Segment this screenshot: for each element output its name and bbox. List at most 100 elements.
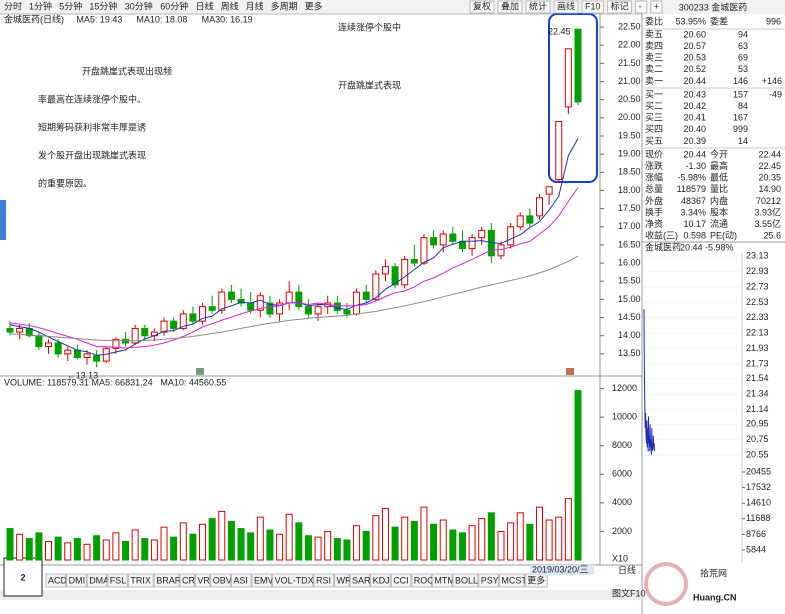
indicator-tab-label[interactable]: TRIX — [130, 575, 151, 585]
indicator-tab[interactable] — [478, 573, 499, 588]
period-tab[interactable]: 多周期 — [271, 0, 298, 11]
book-label: 卖二 — [645, 64, 663, 74]
tool-label[interactable]: 标记 — [611, 0, 629, 11]
side-tab[interactable]: 日线 — [618, 564, 636, 575]
indicator-tab-label[interactable]: KDJ — [373, 575, 390, 585]
period-tab[interactable]: 30分钟 — [125, 0, 153, 11]
indicator-tab[interactable] — [45, 573, 67, 588]
indicator-tab[interactable] — [498, 573, 525, 588]
volume-bar — [545, 519, 553, 561]
indicator-tab[interactable] — [86, 573, 108, 588]
tool-label[interactable]: 统计 — [529, 0, 547, 11]
y-tick-label: 6000 — [612, 469, 632, 479]
period-tab[interactable]: 日线 — [196, 0, 214, 11]
tool-label[interactable]: 复权 — [473, 0, 491, 11]
indicator-tab-label[interactable]: MTM — [434, 575, 455, 585]
stat-label: 内盘 — [710, 195, 728, 206]
indicator-tab-label[interactable]: ASI — [233, 575, 248, 585]
tool-label[interactable]: 叠加 — [501, 1, 519, 11]
stat-label: 总量 — [645, 183, 663, 194]
tool-button[interactable] — [650, 0, 663, 14]
volume-bar — [54, 536, 62, 561]
stat-value: 3.34% — [680, 207, 706, 217]
tool-button[interactable] — [497, 0, 523, 14]
indicator-tab[interactable] — [210, 573, 231, 588]
note-line: 发个股开盘出现跳崖式表现 — [38, 150, 146, 162]
volume-bar — [526, 523, 534, 561]
indicator-tab[interactable] — [313, 573, 335, 588]
period-tab[interactable]: 60分钟 — [160, 0, 188, 11]
candle-body — [516, 215, 524, 228]
indicator-tab-label[interactable]: OBV — [213, 575, 232, 585]
tool-button[interactable] — [553, 0, 579, 14]
indicator-tab-label[interactable]: WR — [337, 575, 352, 585]
side-handle[interactable] — [0, 200, 6, 240]
indicator-tab[interactable] — [127, 573, 154, 588]
indicator-tab[interactable] — [179, 573, 195, 588]
icon — [566, 368, 574, 375]
indicator-tab-label[interactable]: DMA — [89, 575, 109, 585]
book-price: 20.40 — [683, 124, 706, 134]
period-tab[interactable]: 1分钟 — [29, 0, 52, 11]
indicator-tab[interactable] — [390, 573, 412, 588]
indicator-tab-label[interactable]: 更多 — [527, 574, 545, 585]
volume-bar — [218, 510, 226, 561]
y-tick-label: 21.73 — [746, 358, 769, 368]
volume-bar — [276, 533, 284, 561]
indicator-tab-label[interactable]: CCI — [393, 575, 409, 585]
candle-body — [256, 295, 264, 311]
tool-button[interactable] — [607, 0, 633, 14]
period-tab[interactable]: 周线 — [221, 0, 239, 11]
indicator-tab[interactable] — [349, 573, 371, 588]
indicator-tab[interactable] — [66, 573, 87, 588]
tool-button[interactable] — [635, 0, 648, 14]
indicator-tab[interactable] — [251, 573, 273, 588]
indicator-tab[interactable] — [194, 573, 211, 588]
indicator-tab-label[interactable]: FSL — [110, 575, 127, 585]
indicator-tab[interactable] — [153, 573, 180, 588]
scrollbar[interactable] — [0, 590, 642, 600]
tool-button[interactable] — [469, 0, 495, 14]
tool-label[interactable]: 画线 — [557, 0, 575, 11]
side-tab[interactable]: 图文F10 — [612, 587, 646, 598]
tool-button[interactable] — [581, 0, 605, 14]
indicator-tab-label[interactable]: DMI — [69, 575, 86, 585]
indicator-tab-label[interactable]: CR — [182, 575, 195, 585]
volume-bar — [458, 532, 466, 561]
tool-label[interactable]: - — [639, 1, 642, 11]
period-tab[interactable]: 月线 — [246, 0, 264, 11]
indicator-tab-label[interactable]: VR — [197, 575, 210, 585]
indicator-tab[interactable] — [431, 573, 453, 588]
indicator-tab[interactable] — [411, 573, 432, 588]
indicator-tab-label[interactable]: SAR — [352, 575, 371, 585]
candle-body — [16, 327, 24, 333]
book-price: 20.52 — [683, 64, 706, 74]
period-tab[interactable]: 更多 — [305, 0, 323, 11]
indicator-tab[interactable] — [107, 573, 128, 588]
indicator-tab-label[interactable]: BRAR — [156, 575, 182, 585]
indicator-tab[interactable] — [452, 573, 479, 588]
book-label: 卖一 — [645, 76, 663, 86]
tool-button[interactable] — [525, 0, 551, 14]
indicator-tab[interactable] — [230, 573, 252, 588]
volume-bar — [449, 529, 457, 561]
period-tab[interactable]: 分时 — [4, 0, 22, 11]
tool-label[interactable]: + — [654, 1, 659, 11]
volume-bar — [478, 518, 486, 561]
indicator-tab-label[interactable]: ROC — [414, 575, 435, 585]
indicator-tab[interactable] — [334, 573, 350, 588]
indicator-tab-label[interactable]: BOLL — [455, 575, 478, 585]
indicator-tab-label[interactable]: ACD — [48, 575, 68, 585]
period-tab[interactable]: 5分钟 — [59, 0, 82, 11]
tool-label[interactable]: F10 — [585, 1, 601, 11]
volume-bar — [73, 538, 81, 561]
indicator-tab[interactable] — [272, 573, 314, 588]
indicator-tab-label[interactable]: PSY — [481, 575, 499, 585]
indicator-tab-label[interactable]: RSI — [316, 575, 331, 585]
indicator-tab[interactable] — [370, 573, 391, 588]
period-tab[interactable]: 15分钟 — [89, 0, 117, 11]
indicator-tab-label[interactable]: EMV — [254, 575, 274, 585]
candle-body — [73, 349, 81, 358]
indicator-tab-label[interactable]: VOL-TDX — [275, 575, 314, 585]
indicator-tab-label[interactable]: MCST — [501, 575, 527, 585]
